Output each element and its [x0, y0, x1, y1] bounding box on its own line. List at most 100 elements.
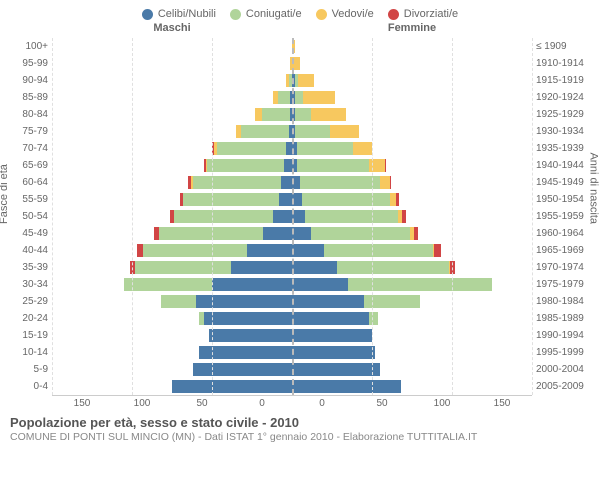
female-bar	[292, 159, 532, 172]
seg-c	[292, 312, 369, 325]
year-tick: ≤ 1909	[536, 38, 590, 55]
gender-right: Femmine	[292, 22, 532, 34]
age-tick: 85-89	[10, 89, 48, 106]
male-bar	[52, 363, 292, 376]
female-bar	[292, 210, 532, 223]
x-tick: 50	[352, 398, 412, 409]
seg-co	[159, 227, 263, 240]
legend-item: Divorziati/e	[388, 8, 458, 20]
male-bar	[52, 380, 292, 393]
legend-item: Vedovi/e	[316, 8, 374, 20]
seg-co	[337, 261, 449, 274]
seg-co	[295, 125, 330, 138]
male-bar	[52, 108, 292, 121]
year-tick: 1920-1924	[536, 89, 590, 106]
female-bar	[292, 346, 532, 359]
male-bar	[52, 91, 292, 104]
female-bar	[292, 74, 532, 87]
male-bar	[52, 210, 292, 223]
seg-co	[300, 176, 380, 189]
year-tick: 1965-1969	[536, 242, 590, 259]
seg-c	[292, 329, 372, 342]
year-tick: 1970-1974	[536, 259, 590, 276]
x-tick: 100	[112, 398, 172, 409]
female-bar	[292, 142, 532, 155]
gender-header: Maschi Femmine	[10, 22, 590, 34]
y-axis-right-label: Anni di nascita	[588, 152, 600, 224]
seg-co	[295, 91, 303, 104]
male-bar	[52, 244, 292, 257]
legend-label: Divorziati/e	[404, 8, 458, 20]
seg-c	[292, 278, 348, 291]
seg-co	[183, 193, 279, 206]
female-bar	[292, 295, 532, 308]
seg-c	[292, 380, 401, 393]
female-bar	[292, 278, 532, 291]
plot-area	[52, 38, 532, 396]
age-tick: 75-79	[10, 123, 48, 140]
seg-v	[369, 159, 385, 172]
male-bar	[52, 74, 292, 87]
seg-c	[292, 261, 337, 274]
seg-d	[390, 176, 392, 189]
age-tick: 35-39	[10, 259, 48, 276]
y-axis-left-label: Fasce di età	[0, 164, 10, 224]
seg-c	[292, 346, 375, 359]
seg-co	[324, 244, 433, 257]
center-line	[292, 38, 294, 395]
seg-v	[311, 108, 346, 121]
male-bar	[52, 40, 292, 53]
chart-subtitle: COMUNE DI PONTI SUL MINCIO (MN) - Dati I…	[10, 431, 590, 443]
seg-co	[143, 244, 247, 257]
seg-co	[295, 108, 311, 121]
seg-co	[297, 142, 353, 155]
legend-swatch	[230, 9, 241, 20]
x-tick: 0	[232, 398, 292, 409]
x-tick: 150	[472, 398, 532, 409]
seg-c	[231, 261, 292, 274]
year-tick: 1935-1939	[536, 140, 590, 157]
seg-c	[247, 244, 292, 257]
x-tick: 50	[172, 398, 232, 409]
seg-v	[330, 125, 359, 138]
year-tick: 1980-1984	[536, 293, 590, 310]
chart-title: Popolazione per età, sesso e stato civil…	[10, 415, 590, 430]
female-bar	[292, 312, 532, 325]
gender-left: Maschi	[52, 22, 292, 34]
seg-c	[196, 295, 292, 308]
female-bar	[292, 380, 532, 393]
age-tick: 25-29	[10, 293, 48, 310]
female-bar	[292, 329, 532, 342]
female-bar	[292, 91, 532, 104]
seg-d	[402, 210, 405, 223]
age-tick: 55-59	[10, 191, 48, 208]
seg-c	[212, 278, 292, 291]
seg-c	[281, 176, 292, 189]
year-tick: 1995-1999	[536, 344, 590, 361]
male-bar	[52, 295, 292, 308]
year-tick: 1945-1949	[536, 174, 590, 191]
female-bar	[292, 244, 532, 257]
female-bar	[292, 40, 532, 53]
year-tick: 1950-1954	[536, 191, 590, 208]
x-tick: 150	[52, 398, 112, 409]
seg-c	[209, 329, 292, 342]
xaxis-right: 050100150	[292, 398, 532, 409]
male-bar	[52, 227, 292, 240]
female-bar	[292, 261, 532, 274]
seg-c	[292, 363, 380, 376]
female-bar	[292, 193, 532, 206]
seg-co	[278, 91, 291, 104]
age-tick: 70-74	[10, 140, 48, 157]
female-bar	[292, 125, 532, 138]
year-tick: 1910-1914	[536, 55, 590, 72]
female-bar	[292, 363, 532, 376]
female-bar	[292, 57, 532, 70]
seg-d	[434, 244, 440, 257]
year-tick: 1930-1934	[536, 123, 590, 140]
age-tick: 5-9	[10, 361, 48, 378]
age-tick: 10-14	[10, 344, 48, 361]
xaxis-left: 150100500	[52, 398, 292, 409]
seg-co	[193, 176, 281, 189]
seg-c	[204, 312, 292, 325]
